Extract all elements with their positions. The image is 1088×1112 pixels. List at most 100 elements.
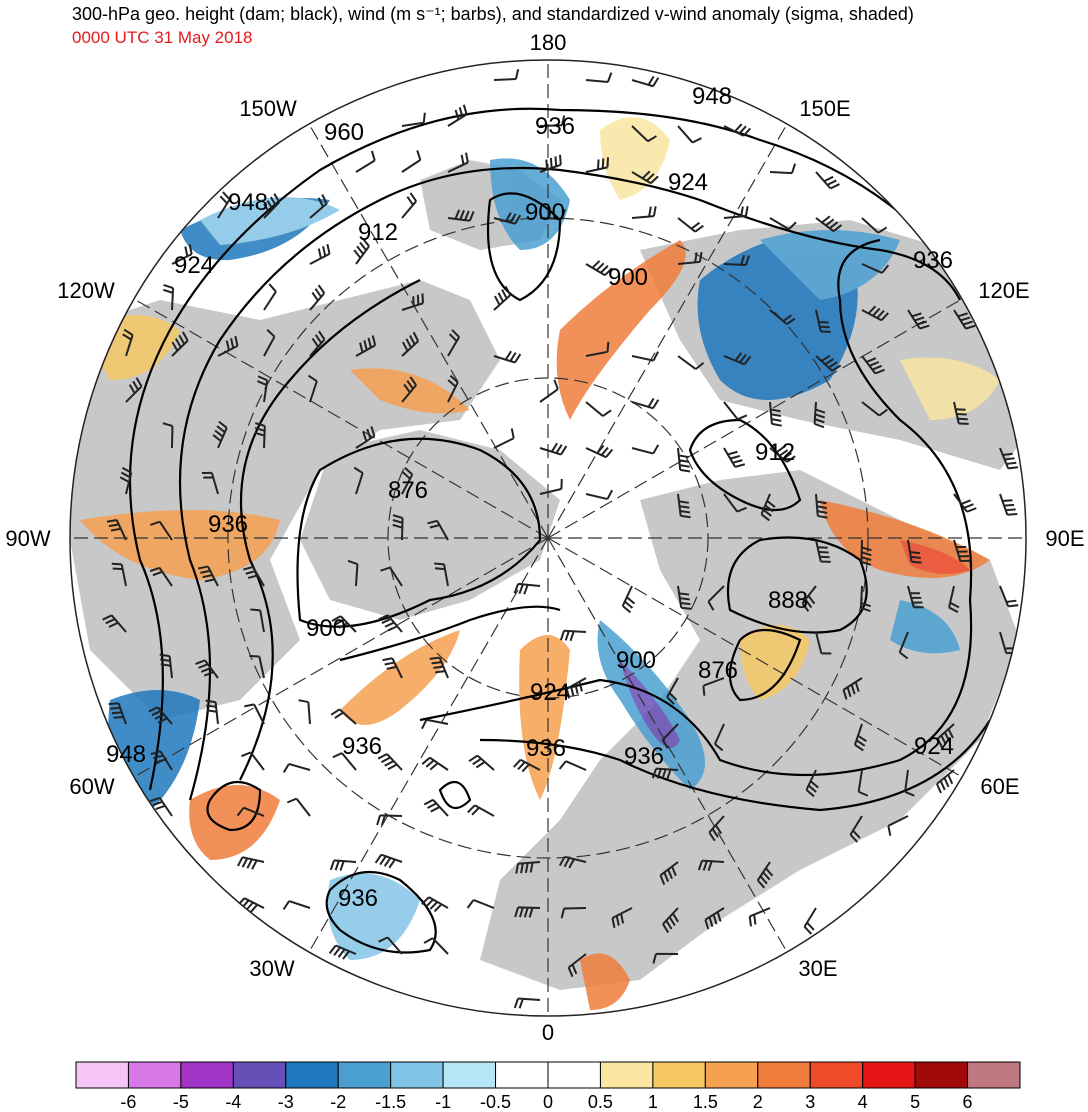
wind-barb	[328, 944, 357, 960]
wind-barb	[401, 150, 422, 173]
wind-barb	[237, 856, 265, 870]
colorbar-tick-label: 0.5	[588, 1092, 613, 1112]
wind-barb	[466, 899, 495, 909]
wind-barb	[243, 566, 265, 587]
wind-barb	[382, 657, 403, 679]
wind-barb	[585, 72, 613, 83]
wind-barb	[493, 350, 522, 364]
colorbar-swatch	[967, 1061, 1021, 1089]
wind-barb	[515, 861, 541, 874]
colorbar-tick-label: 5	[910, 1092, 920, 1112]
wind-barb	[621, 585, 636, 614]
wind-barb	[244, 703, 265, 725]
wind-barb	[309, 284, 326, 311]
wind-barb	[953, 493, 977, 513]
wind-barb	[162, 422, 174, 449]
wind-barb	[307, 374, 318, 403]
wind-barb	[861, 263, 890, 274]
colorbar-swatch	[232, 1061, 287, 1089]
colorbar-tick-label: 2	[753, 1092, 763, 1112]
longitude-label: 180	[530, 30, 567, 55]
wind-barb	[769, 309, 796, 325]
wind-barb	[434, 562, 449, 587]
wind-barb	[378, 614, 403, 633]
wind-barb	[241, 751, 265, 771]
wind-barb	[813, 401, 826, 429]
wind-barb	[760, 493, 776, 522]
wind-barb	[907, 585, 924, 609]
wind-barb	[212, 420, 228, 449]
wind-barb	[585, 401, 612, 417]
colorbar-swatch	[337, 1061, 392, 1089]
wind-barb	[106, 519, 127, 541]
map-title: 300-hPa geo. height (dam; black), wind (…	[72, 4, 914, 24]
wind-barb	[948, 585, 960, 614]
colorbar-tick-label: 3	[805, 1092, 815, 1112]
contour-label: 900	[306, 615, 346, 642]
wind-barb	[401, 376, 417, 403]
colorbar-swatch	[180, 1061, 234, 1089]
colorbar-tick-label: -3	[278, 1092, 294, 1112]
wind-barb	[309, 194, 328, 219]
wind-barb	[815, 354, 842, 372]
wind-barb	[723, 206, 749, 219]
wind-barb	[861, 401, 888, 417]
wind-barb	[513, 758, 541, 773]
wind-barb	[254, 422, 266, 449]
wind-barb	[585, 260, 613, 277]
colorbar-tick-label: 4	[858, 1092, 868, 1112]
wind-barb	[309, 330, 326, 357]
wind-barb	[859, 585, 871, 612]
wind-barb	[150, 750, 173, 771]
map-disk	[70, 60, 1026, 1016]
wind-barb	[378, 936, 403, 955]
wind-barb	[355, 426, 376, 449]
wind-barb	[769, 401, 782, 427]
wind-barb	[539, 442, 568, 456]
wind-barb	[662, 907, 680, 934]
colorbar-tick-label: 6	[963, 1092, 973, 1112]
wind-barb	[661, 723, 679, 749]
contour-labels: 948 936 960 948 924 912 900 900 924 936 876 936 912 8…	[106, 83, 954, 912]
colorbar-tick-label: -6	[120, 1092, 136, 1112]
contour-label: 936	[526, 735, 566, 762]
wind-barb	[353, 466, 364, 495]
colorbar-swatch	[127, 1061, 182, 1089]
wind-barb	[330, 708, 357, 725]
colorbar: -6 -5 -4 -3 -2 -1.5 -1 -0.5 0 0.5 1 1.5 2 3 4 5 6	[75, 1061, 1021, 1112]
wind-barb	[493, 428, 515, 449]
wind-barb	[677, 493, 691, 519]
colorbar-tick-label: -4	[225, 1092, 241, 1112]
wind-barb	[249, 655, 265, 679]
wind-barb	[376, 814, 403, 826]
wind-barb	[514, 906, 541, 918]
wind-barb	[513, 582, 541, 595]
wind-barb	[374, 853, 403, 869]
map-datetime: 0000 UTC 31 May 2018	[72, 28, 253, 47]
wind-barb	[953, 401, 969, 425]
colorbar-swatch	[862, 1061, 916, 1089]
wind-barb	[585, 489, 614, 501]
colorbar-swatch	[495, 1061, 549, 1089]
wind-barb	[423, 798, 449, 817]
wind-barb	[723, 352, 752, 366]
wind-barb	[651, 767, 679, 780]
colorbar-swatch	[652, 1061, 706, 1089]
wind-barb	[652, 952, 679, 964]
contour-label: 876	[388, 477, 428, 504]
colorbar-tick-label: 1.5	[693, 1092, 718, 1112]
wind-barb	[447, 104, 468, 127]
contour-label: 900	[608, 264, 648, 291]
wind-barb	[611, 907, 633, 929]
contour-label: 924	[530, 679, 570, 706]
wind-barb	[805, 769, 819, 798]
wind-barb	[125, 377, 143, 403]
wind-barb	[585, 444, 614, 459]
wind-barb	[263, 193, 281, 219]
contour-label: 924	[668, 169, 708, 196]
wind-barb	[631, 75, 660, 88]
wind-barb	[447, 374, 459, 403]
contour-label: 936	[913, 247, 953, 274]
wind-barb	[401, 331, 420, 357]
contour-label: 948	[106, 741, 146, 768]
